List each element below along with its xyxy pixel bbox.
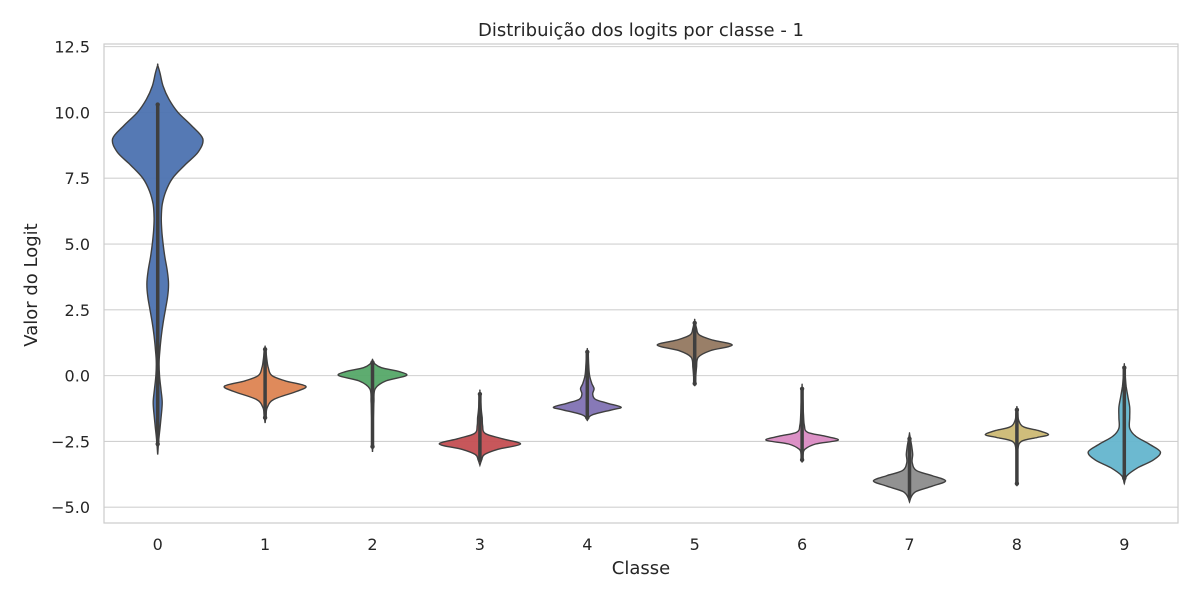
violin-inner-point xyxy=(1122,365,1127,370)
violin-inner-point xyxy=(370,360,375,365)
violin-inner-point xyxy=(585,415,590,420)
violin-inner-point xyxy=(799,386,805,391)
violin-inner-point xyxy=(1122,476,1127,481)
plot-frame xyxy=(103,43,1179,524)
y-tick-label: 0.0 xyxy=(65,367,90,386)
violin-inner-point xyxy=(907,436,912,441)
x-tick-label: 8 xyxy=(1012,535,1022,554)
violin-inner-point xyxy=(155,102,160,107)
violin-inner-point xyxy=(262,415,268,420)
violin-inner-point xyxy=(692,320,697,326)
x-tick-label: 4 xyxy=(582,535,592,554)
y-tick-label: 10.0 xyxy=(54,103,90,122)
violin-inner-point xyxy=(1014,407,1020,413)
violin-inner-point xyxy=(1014,481,1020,486)
violin-inner-point xyxy=(155,441,160,447)
y-tick-label: 7.5 xyxy=(65,169,90,188)
gridlines xyxy=(104,46,1178,508)
violin-inner-point xyxy=(370,444,375,449)
violin-inner-point xyxy=(585,349,590,355)
y-axis-label: Valor do Logit xyxy=(21,223,42,346)
x-tick-labels: 0 1 2 3 4 5 6 7 8 9 xyxy=(153,535,1130,554)
x-tick-label: 3 xyxy=(475,535,485,554)
x-tick-label: 7 xyxy=(904,535,914,554)
x-tick-label: 2 xyxy=(367,535,377,554)
y-tick-labels: −5.0 −2.5 0.0 2.5 5.0 7.5 10.0 12.5 xyxy=(51,38,90,518)
violin-inner-point xyxy=(477,391,483,397)
x-tick-label: 6 xyxy=(797,535,807,554)
violin-inner-point xyxy=(262,347,268,352)
y-tick-label: 5.0 xyxy=(65,235,90,254)
violins xyxy=(111,63,1162,504)
violin-inner-point xyxy=(692,381,697,386)
x-tick-label: 0 xyxy=(153,535,163,554)
x-tick-label: 5 xyxy=(690,535,700,554)
violin-inner-point xyxy=(799,457,805,463)
y-tick-label: −5.0 xyxy=(51,498,90,517)
y-tick-label: −2.5 xyxy=(51,432,90,451)
x-tick-label: 1 xyxy=(260,535,270,554)
x-tick-label: 9 xyxy=(1119,535,1129,554)
y-tick-label: 2.5 xyxy=(65,301,90,320)
y-tick-label: 12.5 xyxy=(54,38,90,57)
chart-title: Distribuição dos logits por classe - 1 xyxy=(478,20,804,41)
x-axis-label: Classe xyxy=(612,558,670,579)
violin-inner-point xyxy=(477,457,483,463)
violin-inner-point xyxy=(907,494,912,499)
